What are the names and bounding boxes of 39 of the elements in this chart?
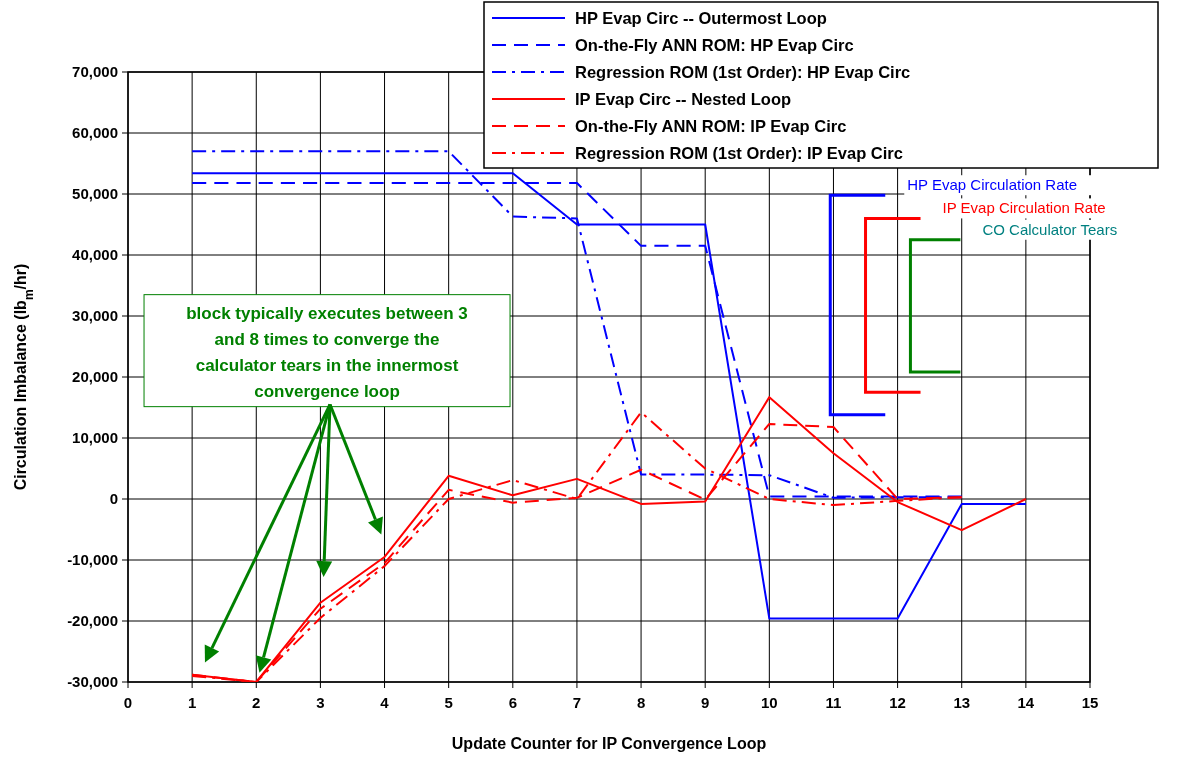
x-tick-label: 9 [701, 694, 710, 711]
legend-label: On-the-Fly ANN ROM: HP Evap Circ [575, 36, 854, 54]
x-tick-label: 15 [1081, 694, 1099, 711]
x-tick-label: 1 [187, 694, 197, 711]
annotation: block typically executes between 3 and 8 times to converge the calculator tears in the innermost convergence loop [186, 303, 468, 401]
x-tick-label: 0 [123, 694, 133, 711]
y-tick-label: 20,000 [72, 368, 118, 385]
y-tick-label: 50,000 [72, 185, 118, 202]
y-tick-label: -20,000 [67, 612, 118, 629]
y-tick-label: 10,000 [72, 429, 118, 446]
x-tick-label: 8 [636, 694, 646, 711]
y-tick-label: 0 [109, 490, 118, 507]
legend-label: Regression ROM (1st Order): HP Evap Circ [575, 63, 911, 81]
x-tick-label: 12 [889, 694, 906, 711]
x-axis-title: Update Counter for IP Convergence Loop [451, 735, 767, 752]
legend-label: HP Evap Circ -- Outermost Loop [575, 9, 827, 27]
x-tick-label: 14 [1017, 694, 1035, 711]
x-tick-label: 6 [508, 694, 517, 711]
legend-label: IP Evap Circ -- Nested Loop [575, 90, 792, 108]
y-tick-label: 60,000 [72, 124, 118, 141]
annotation: CO Calculator Tears [982, 220, 1118, 238]
annotation: HP Evap Circulation Rate [907, 176, 1078, 194]
x-tick-label: 7 [572, 694, 582, 711]
annotation: IP Evap Circulation Rate [942, 199, 1106, 217]
y-tick-label: 30,000 [72, 307, 118, 324]
legend-label: On-the-Fly ANN ROM: IP Evap Circ [575, 117, 847, 135]
y-tick-label: -30,000 [67, 673, 118, 690]
x-tick-label: 13 [953, 694, 971, 711]
x-tick-label: 10 [760, 694, 778, 711]
y-tick-label: -10,000 [67, 551, 118, 568]
x-tick-label: 4 [380, 694, 390, 711]
legend-label: Regression ROM (1st Order): IP Evap Circ [575, 144, 903, 162]
x-tick-label: 11 [825, 694, 842, 711]
y-tick-label: 70,000 [72, 63, 118, 80]
note-box: block typically executes between 3 and 8 times to converge the calculator tears in the innermost convergence loop [143, 294, 511, 408]
y-tick-label: 40,000 [72, 246, 118, 263]
x-tick-label: 5 [444, 694, 453, 711]
x-tick-label: 2 [252, 694, 261, 711]
x-tick-label: 3 [316, 694, 325, 711]
